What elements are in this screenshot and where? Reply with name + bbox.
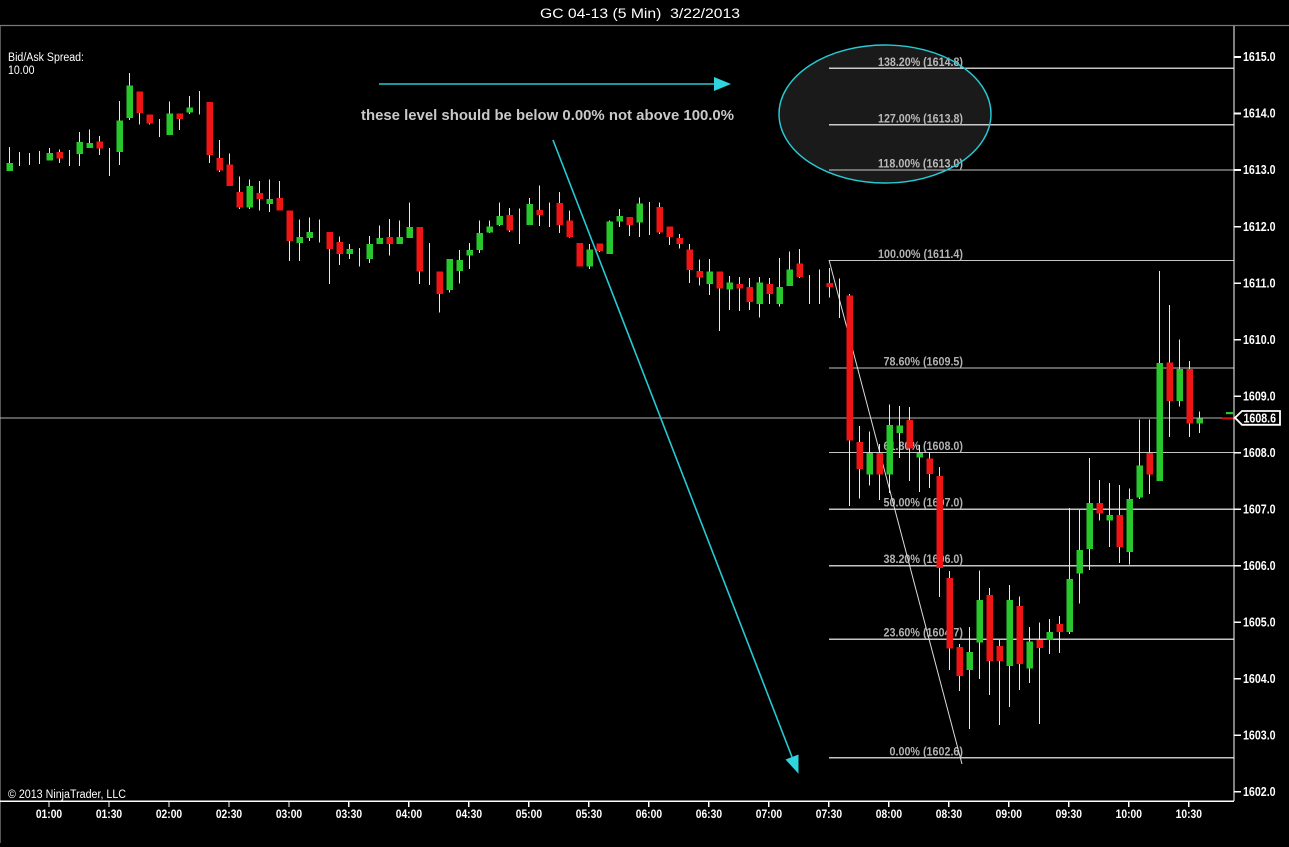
svg-text:06:30: 06:30 xyxy=(696,809,722,821)
svg-text:23.60% (1604.7): 23.60% (1604.7) xyxy=(884,626,964,640)
svg-text:1607.0: 1607.0 xyxy=(1243,502,1276,516)
svg-text:05:00: 05:00 xyxy=(516,809,542,821)
svg-text:02:30: 02:30 xyxy=(216,809,242,821)
svg-text:07:00: 07:00 xyxy=(756,809,782,821)
svg-text:02:00: 02:00 xyxy=(156,809,182,821)
svg-text:1610.0: 1610.0 xyxy=(1243,333,1276,347)
svg-text:Bid/Ask Spread:: Bid/Ask Spread: xyxy=(8,52,84,64)
svg-text:10.00: 10.00 xyxy=(8,65,35,77)
svg-text:118.00% (1613.0): 118.00% (1613.0) xyxy=(878,157,963,171)
svg-text:06:00: 06:00 xyxy=(636,809,662,821)
svg-text:1605.0: 1605.0 xyxy=(1243,615,1276,629)
svg-text:07:30: 07:30 xyxy=(816,809,842,821)
svg-text:1611.0: 1611.0 xyxy=(1243,276,1276,290)
svg-text:1609.0: 1609.0 xyxy=(1243,389,1276,403)
svg-text:08:30: 08:30 xyxy=(936,809,962,821)
svg-text:09:30: 09:30 xyxy=(1056,809,1082,821)
svg-text:1602.0: 1602.0 xyxy=(1243,785,1276,799)
svg-text:61.80% (1608.0): 61.80% (1608.0) xyxy=(884,439,964,453)
svg-text:05:30: 05:30 xyxy=(576,809,602,821)
svg-text:© 2013 NinjaTrader, LLC: © 2013 NinjaTrader, LLC xyxy=(8,789,126,801)
svg-text:10:00: 10:00 xyxy=(1116,809,1142,821)
svg-text:09:00: 09:00 xyxy=(996,809,1022,821)
svg-text:1613.0: 1613.0 xyxy=(1243,163,1276,177)
svg-text:these level should be below 0.: these level should be below 0.00% not ab… xyxy=(361,107,734,124)
svg-text:78.60% (1609.5): 78.60% (1609.5) xyxy=(884,354,964,368)
svg-text:38.20% (1606.0): 38.20% (1606.0) xyxy=(884,552,964,566)
svg-text:GC 04-13 (5 Min) 3/22/2013: GC 04-13 (5 Min) 3/22/2013 xyxy=(540,6,740,21)
svg-text:1606.0: 1606.0 xyxy=(1243,559,1276,573)
svg-text:0.00% (1602.6): 0.00% (1602.6) xyxy=(890,744,964,758)
svg-text:03:00: 03:00 xyxy=(276,809,302,821)
svg-text:1604.0: 1604.0 xyxy=(1243,672,1276,686)
svg-text:1615.0: 1615.0 xyxy=(1243,50,1276,64)
svg-text:10:30: 10:30 xyxy=(1176,809,1202,821)
svg-text:1608.6: 1608.6 xyxy=(1244,411,1277,425)
svg-text:04:30: 04:30 xyxy=(456,809,482,821)
svg-text:1612.0: 1612.0 xyxy=(1243,220,1276,234)
svg-text:03:30: 03:30 xyxy=(336,809,362,821)
svg-text:01:00: 01:00 xyxy=(36,809,62,821)
svg-text:1614.0: 1614.0 xyxy=(1243,107,1276,121)
svg-text:08:00: 08:00 xyxy=(876,809,902,821)
svg-text:1608.0: 1608.0 xyxy=(1243,446,1276,460)
svg-text:1603.0: 1603.0 xyxy=(1243,728,1276,742)
svg-text:138.20% (1614.8): 138.20% (1614.8) xyxy=(878,55,963,69)
svg-text:04:00: 04:00 xyxy=(396,809,422,821)
svg-text:100.00% (1611.4): 100.00% (1611.4) xyxy=(878,247,963,261)
svg-text:127.00% (1613.8): 127.00% (1613.8) xyxy=(878,111,963,125)
svg-text:01:30: 01:30 xyxy=(96,809,122,821)
svg-text:50.00% (1607.0): 50.00% (1607.0) xyxy=(884,496,964,510)
